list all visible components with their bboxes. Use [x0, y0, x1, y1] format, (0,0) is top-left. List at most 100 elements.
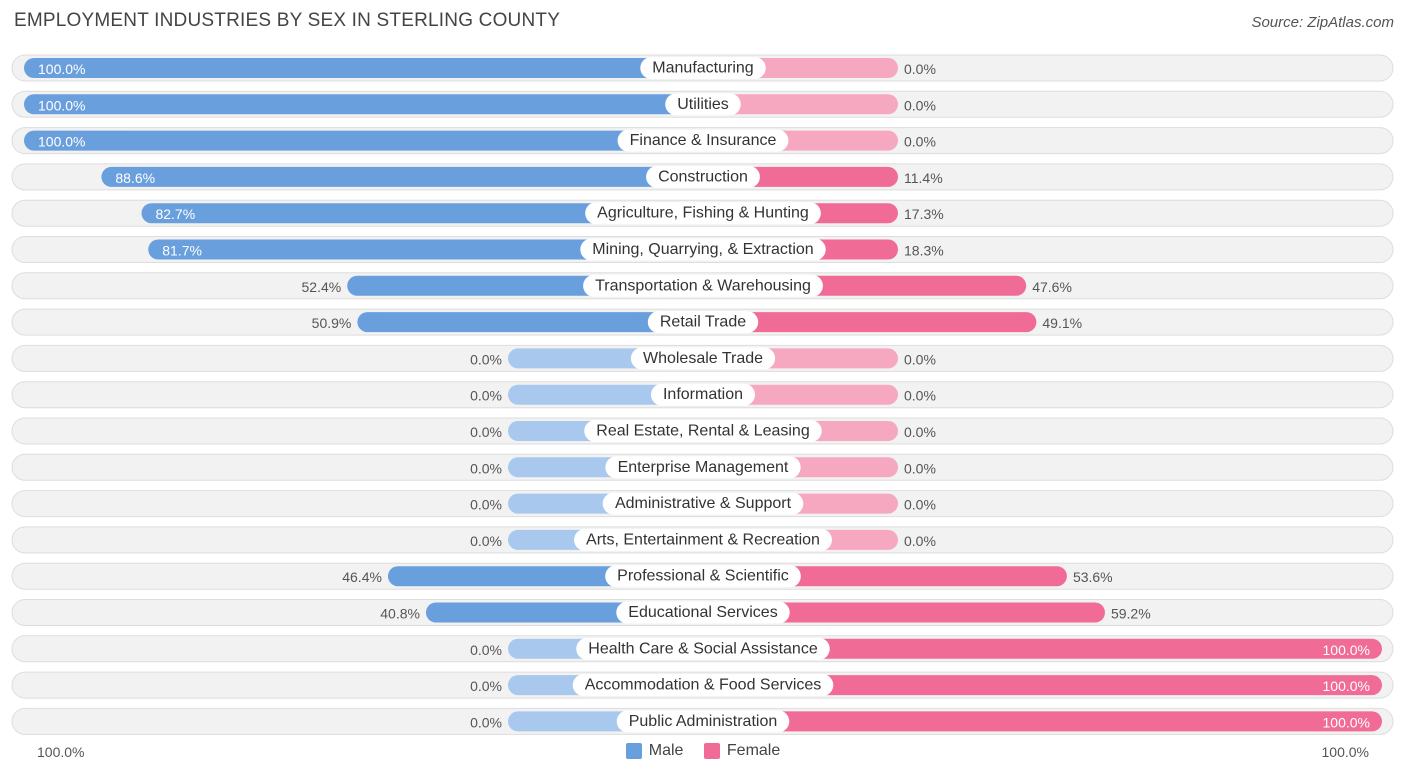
category-label-background [647, 311, 759, 334]
male-value-label: 0.0% [470, 388, 502, 404]
female-value-label: 0.0% [904, 97, 936, 113]
female-value-label: 0.0% [904, 424, 936, 440]
male-value-label: 81.7% [162, 243, 202, 259]
female-value-label: 17.3% [904, 206, 944, 222]
bar-male [101, 166, 703, 187]
category-label-background [665, 93, 741, 116]
male-value-label: 0.0% [470, 714, 502, 730]
category-label-background [646, 165, 760, 188]
bar-female [703, 638, 1382, 659]
category-label: Mining, Quarrying, & Extraction [592, 241, 813, 258]
legend-swatch-male [625, 743, 642, 759]
male-value-label: 52.4% [302, 279, 342, 295]
category-label: Educational Services [628, 604, 777, 621]
category-label-background [617, 129, 789, 152]
chart-row: 0.0% 100.0% Accommodation & Food Services [11, 671, 1394, 699]
male-value-label: 0.0% [470, 678, 502, 694]
category-label: Information [663, 386, 743, 403]
male-value-label: 0.0% [470, 460, 502, 476]
category-label-background [630, 347, 776, 370]
male-value-label: 100.0% [38, 61, 85, 77]
chart-title: EMPLOYMENT INDUSTRIES BY SEX IN STERLING… [14, 10, 561, 31]
chart-row: 40.8% 59.2% Educational Services [11, 599, 1394, 626]
female-value-label: 47.6% [1032, 279, 1072, 295]
category-label: Agriculture, Fishing & Hunting [597, 205, 809, 222]
category-label-background [602, 492, 804, 515]
category-label-background [605, 456, 801, 479]
category-label: Professional & Scientific [617, 568, 789, 585]
category-label-background [616, 601, 790, 624]
male-value-label: 88.6% [115, 170, 155, 186]
female-value-label: 59.2% [1111, 606, 1151, 622]
chart-row: 88.6% 11.4% Construction [11, 163, 1394, 191]
male-value-label: 40.8% [380, 606, 420, 622]
legend-label-female: Female [726, 742, 781, 759]
chart-row: 0.0% 0.0% Wholesale Trade [11, 344, 1394, 372]
bar-female [703, 711, 1382, 732]
bar-female [703, 94, 898, 115]
male-value-label: 50.9% [312, 315, 352, 331]
bar-female [703, 312, 1037, 333]
female-value-label: 100.0% [1323, 678, 1370, 694]
category-label-background [616, 710, 790, 733]
female-value-label: 0.0% [904, 351, 936, 367]
chart-row: 100.0% 0.0% Manufacturing [11, 54, 1394, 82]
axis-left-label: 100.0% [37, 744, 85, 760]
legend-swatch-female [703, 743, 720, 759]
bar-male [24, 94, 703, 115]
female-value-label: 0.0% [904, 497, 936, 513]
female-value-label: 18.3% [904, 243, 944, 259]
chart-row: 0.0% 0.0% Real Estate, Rental & Leasing [11, 417, 1394, 445]
category-label: Real Estate, Rental & Leasing [596, 423, 809, 440]
category-label: Transportation & Warehousing [595, 277, 811, 294]
category-label: Accommodation & Food Services [585, 677, 822, 694]
male-value-label: 82.7% [155, 206, 195, 222]
legend-label-male: Male [648, 742, 684, 759]
bar-female [703, 675, 1382, 696]
category-label: Construction [658, 168, 748, 185]
chart-row: 82.7% 17.3% Agriculture, Fishing & Hunting [11, 199, 1394, 227]
category-label-background [585, 202, 821, 225]
category-label-background [584, 420, 822, 442]
bar-male [24, 130, 703, 151]
category-label-background [574, 528, 832, 551]
bar-male [148, 239, 703, 260]
category-label: Public Administration [629, 713, 778, 730]
category-label: Enterprise Management [618, 459, 789, 476]
female-value-label: 53.6% [1073, 569, 1113, 585]
bar-male [24, 58, 703, 78]
chart-row: 0.0% 0.0% Arts, Entertainment & Recreation [11, 526, 1394, 554]
male-value-label: 0.0% [470, 424, 502, 440]
category-label: Finance & Insurance [630, 132, 777, 149]
axis-right-label: 100.0% [1321, 744, 1369, 760]
category-label-background [580, 238, 826, 261]
category-label-background [640, 57, 766, 79]
category-label-background [605, 565, 801, 588]
male-value-label: 46.4% [342, 569, 382, 585]
category-label: Wholesale Trade [643, 350, 763, 367]
chart-row: 0.0% 100.0% Health Care & Social Assistanc… [11, 635, 1394, 663]
female-value-label: 100.0% [1323, 714, 1370, 730]
legend: Male Female [0, 742, 1406, 764]
female-value-label: 49.1% [1042, 315, 1082, 331]
bar-male [141, 203, 704, 224]
female-value-label: 100.0% [1323, 642, 1370, 658]
source-credit: Source: ZipAtlas.com [1251, 14, 1394, 31]
female-value-label: 0.0% [904, 388, 936, 404]
chart-row: 50.9% 49.1% Retail Trade [11, 308, 1394, 336]
male-value-label: 100.0% [38, 134, 85, 150]
male-value-label: 0.0% [470, 497, 502, 513]
legend-item-female[interactable]: Female [703, 742, 781, 760]
category-label: Retail Trade [660, 314, 746, 331]
category-label-background [576, 637, 830, 660]
male-value-label: 0.0% [470, 533, 502, 549]
chart-row: 0.0% 100.0% Public Administration [11, 707, 1394, 735]
bar-male [357, 312, 703, 333]
category-label: Manufacturing [652, 60, 753, 77]
category-label: Utilities [677, 96, 729, 113]
legend-item-male[interactable]: Male [625, 742, 684, 760]
chart-row: 81.7% 18.3% Mining, Quarrying, & Extractio… [11, 236, 1394, 263]
chart-row: 52.4% 47.6% Transportation & Warehousing [11, 272, 1394, 300]
chart-area: 100.0% 0.0% Manufacturing 100.0% 0.0% Utiliti… [11, 54, 1394, 735]
male-value-label: 0.0% [470, 351, 502, 367]
